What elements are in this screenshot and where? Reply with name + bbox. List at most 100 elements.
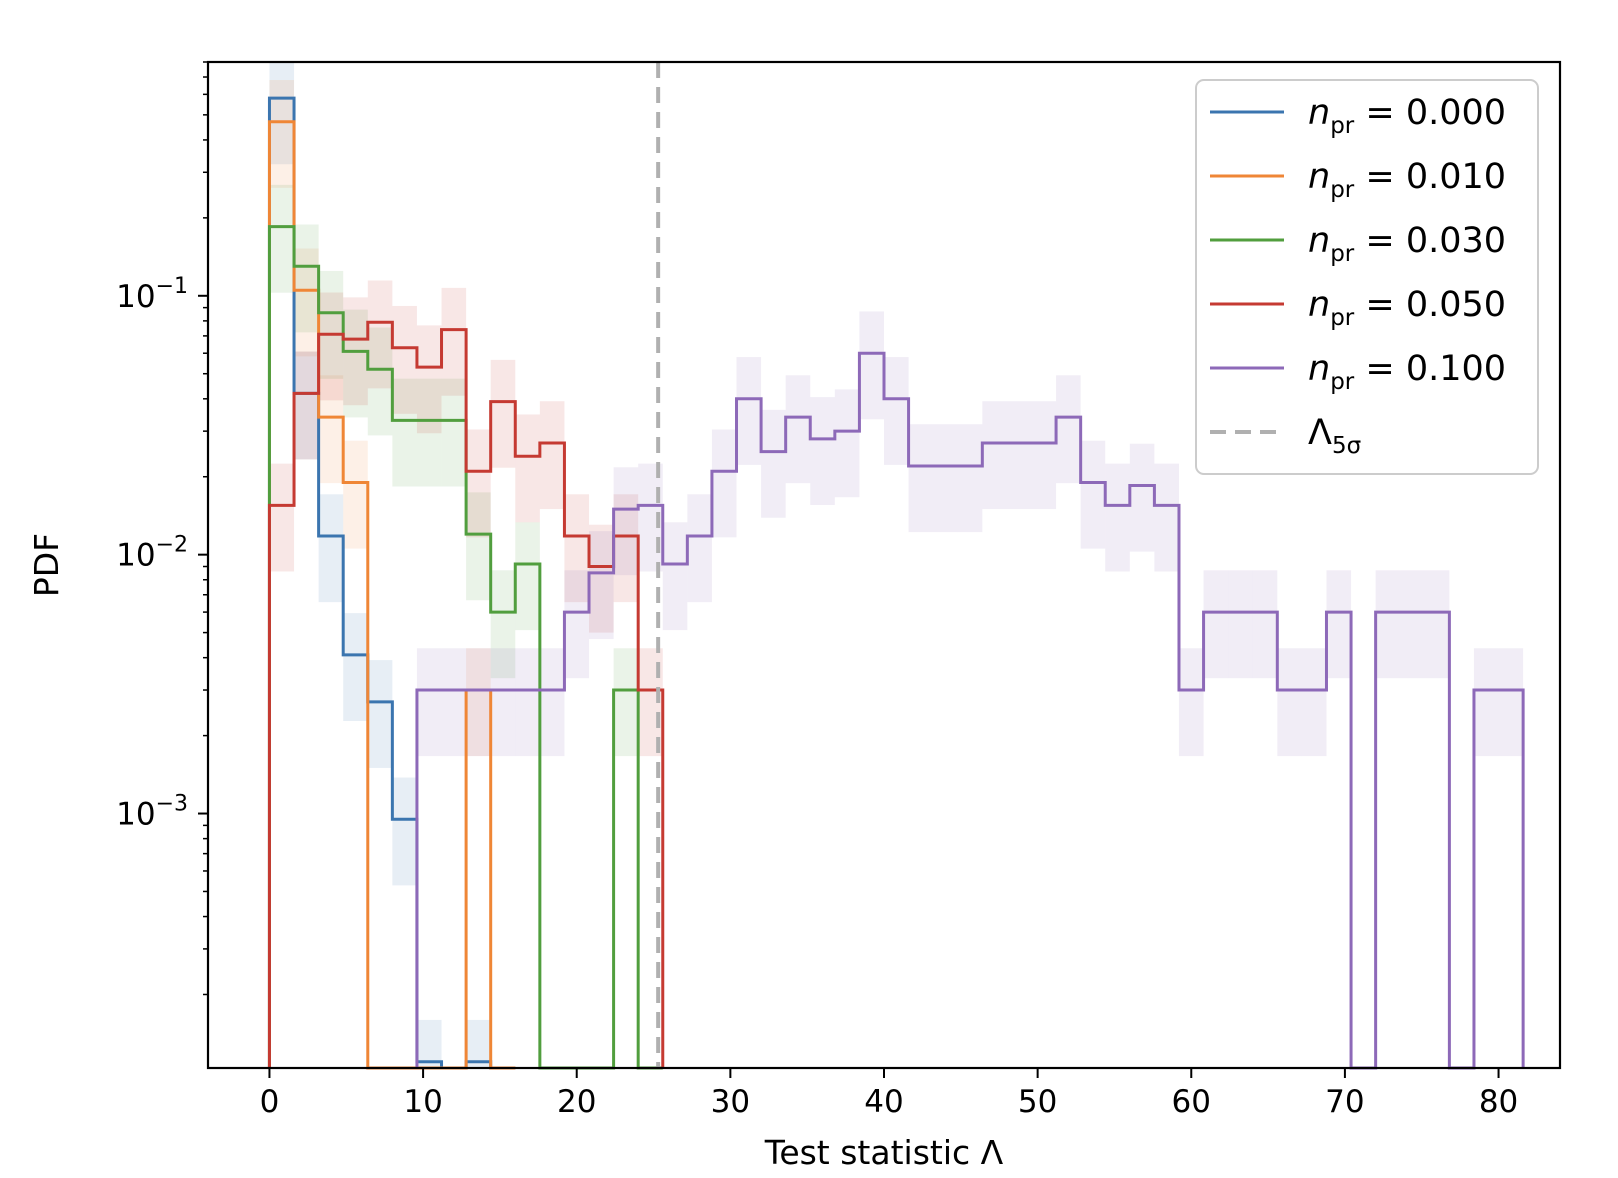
- band-2-9: [490, 570, 516, 679]
- band-4-35: [1277, 648, 1302, 757]
- x-tick-label-6: 60: [1172, 1084, 1211, 1120]
- series-line-4: [415, 351, 1525, 1070]
- band-4-44: [1498, 648, 1524, 757]
- histogram-steps: [267, 96, 1525, 1070]
- y-tick-label-1: 10−2: [116, 533, 188, 574]
- legend-entry-1: npr = 0.010: [1308, 157, 1506, 203]
- band-3-4: [367, 280, 393, 389]
- band-3-6: [416, 325, 442, 434]
- band-4-23: [982, 401, 1007, 510]
- series-line-3: [267, 320, 665, 1068]
- band-4-12: [711, 429, 737, 538]
- band-4-2: [466, 648, 491, 757]
- band-4-40: [1400, 570, 1425, 679]
- band-2-7: [441, 378, 467, 487]
- band-4-17: [834, 389, 860, 498]
- band-4-32: [1203, 570, 1229, 679]
- band-3-7: [441, 287, 467, 396]
- legend-entry-0: npr = 0.000: [1308, 93, 1506, 139]
- band-0-0: [269, 62, 295, 165]
- legend-entry-2: npr = 0.030: [1308, 221, 1506, 267]
- band-4-6: [564, 570, 590, 679]
- band-4-4: [515, 648, 540, 757]
- band-4-27: [1080, 440, 1106, 549]
- band-4-22: [957, 424, 983, 533]
- band-2-1: [294, 224, 319, 333]
- x-tick-label-1: 10: [403, 1084, 442, 1120]
- band-3-0: [269, 463, 295, 572]
- band-3-10: [515, 414, 540, 523]
- band-0-3: [343, 613, 368, 721]
- band-4-39: [1375, 570, 1401, 679]
- band-4-11: [687, 494, 712, 603]
- band-2-2: [318, 270, 344, 379]
- legend-entry-4: npr = 0.100: [1308, 349, 1506, 395]
- band-4-26: [1056, 375, 1081, 484]
- legend-entry-threshold: Λ5σ: [1308, 413, 1361, 459]
- band-4-33: [1228, 570, 1253, 679]
- band-2-0: [269, 184, 295, 293]
- band-4-36: [1301, 648, 1327, 757]
- band-3-2: [318, 292, 344, 401]
- band-4-28: [1105, 463, 1130, 572]
- band-4-0: [416, 648, 442, 757]
- band-2-10: [515, 522, 540, 631]
- band-0-5: [392, 777, 417, 886]
- band-3-12: [564, 494, 590, 603]
- band-4-15: [785, 375, 811, 484]
- band-4-3: [490, 648, 516, 757]
- band-4-29: [1129, 443, 1155, 552]
- band-4-13: [736, 357, 762, 465]
- band-3-5: [392, 305, 417, 414]
- band-1-2: [318, 375, 344, 484]
- band-2-14: [613, 648, 639, 757]
- band-4-43: [1473, 648, 1499, 757]
- legend-entry-3: npr = 0.050: [1308, 285, 1506, 331]
- band-3-14: [613, 494, 639, 603]
- band-4-30: [1154, 463, 1179, 572]
- x-axis-label: Test statistic Λ: [764, 1133, 1004, 1172]
- band-4-7: [589, 531, 614, 640]
- legend: npr = 0.000 npr = 0.010 npr = 0.030 npr = 0…: [1195, 79, 1539, 475]
- band-0-8: [466, 1019, 491, 1068]
- band-4-5: [539, 648, 565, 757]
- band-2-6: [416, 378, 442, 487]
- uncertainty-bands: [269, 62, 1524, 1068]
- x-axis: 0 10 20 30 40 50 60 70 80: [260, 1068, 1518, 1120]
- band-2-8: [466, 492, 491, 601]
- x-tick-label-3: 30: [711, 1084, 750, 1120]
- y-axis-label: PDF: [27, 533, 66, 597]
- band-4-31: [1178, 648, 1204, 757]
- band-0-1: [294, 351, 319, 460]
- band-2-4: [367, 327, 393, 436]
- band-3-9: [490, 359, 516, 468]
- x-tick-label-2: 20: [557, 1084, 596, 1120]
- band-4-19: [884, 357, 909, 465]
- band-4-37: [1326, 570, 1352, 679]
- band-4-1: [441, 648, 467, 757]
- band-1-8: [466, 648, 491, 757]
- band-4-8: [613, 467, 639, 576]
- band-3-11: [539, 401, 565, 510]
- legend-box: [1195, 79, 1539, 475]
- band-1-0: [269, 80, 295, 188]
- x-tick-label-5: 50: [1018, 1084, 1057, 1120]
- band-4-24: [1006, 401, 1032, 510]
- y-tick-label-2: 10−3: [116, 792, 188, 833]
- band-4-41: [1424, 570, 1450, 679]
- band-4-20: [908, 424, 934, 533]
- band-0-6: [416, 1019, 442, 1068]
- band-0-2: [318, 494, 344, 603]
- band-4-10: [662, 522, 688, 631]
- y-tick-label-0: 10−1: [116, 274, 188, 315]
- band-2-5: [392, 378, 417, 487]
- band-2-3: [343, 309, 368, 418]
- x-tick-label-7: 70: [1325, 1084, 1364, 1120]
- band-4-34: [1252, 570, 1278, 679]
- band-3-1: [294, 351, 319, 460]
- band-3-13: [589, 524, 614, 633]
- band-4-25: [1031, 401, 1057, 510]
- band-0-4: [367, 660, 393, 768]
- x-tick-label-8: 80: [1479, 1084, 1518, 1120]
